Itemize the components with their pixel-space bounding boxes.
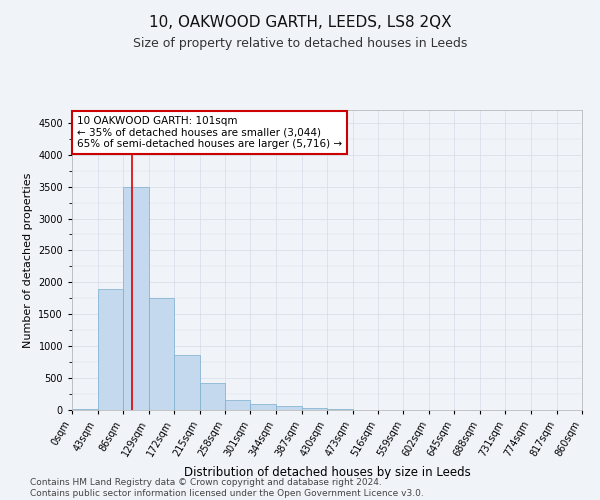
Text: 10, OAKWOOD GARTH, LEEDS, LS8 2QX: 10, OAKWOOD GARTH, LEEDS, LS8 2QX: [149, 15, 451, 30]
Bar: [123, 186, 149, 410]
Bar: [174, 355, 199, 410]
Bar: [72, 408, 97, 410]
Bar: [251, 404, 276, 410]
Bar: [302, 408, 327, 410]
X-axis label: Distribution of detached houses by size in Leeds: Distribution of detached houses by size …: [184, 466, 470, 479]
Bar: [225, 400, 251, 410]
Bar: [276, 406, 302, 410]
Bar: [149, 298, 174, 410]
Bar: [199, 382, 225, 410]
Y-axis label: Number of detached properties: Number of detached properties: [23, 172, 32, 348]
Text: 10 OAKWOOD GARTH: 101sqm
← 35% of detached houses are smaller (3,044)
65% of sem: 10 OAKWOOD GARTH: 101sqm ← 35% of detach…: [77, 116, 342, 149]
Text: Contains HM Land Registry data © Crown copyright and database right 2024.
Contai: Contains HM Land Registry data © Crown c…: [30, 478, 424, 498]
Text: Size of property relative to detached houses in Leeds: Size of property relative to detached ho…: [133, 38, 467, 51]
Bar: [97, 288, 123, 410]
